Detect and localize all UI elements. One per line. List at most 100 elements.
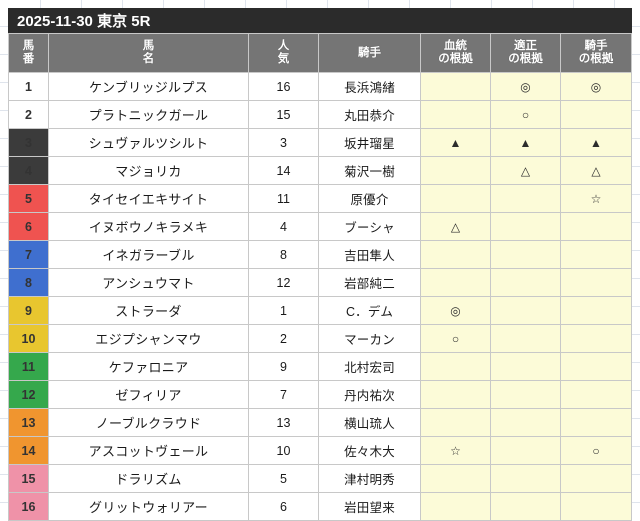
race-entries-table: 馬 番 馬 名 人 気 騎手 血統 の根拠 <box>8 33 632 521</box>
jockey-name-cell: C．デム <box>318 296 421 325</box>
horse-number-cell: 15 <box>8 464 49 493</box>
jockey-mark-cell <box>560 352 632 381</box>
aptitude-mark-cell <box>490 296 561 325</box>
pedigree-mark-cell: ◎ <box>420 296 491 325</box>
horse-name-cell: タイセイエキサイト <box>48 184 249 213</box>
horse-name-cell: マジョリカ <box>48 156 249 185</box>
jockey-mark-cell: ☆ <box>560 184 632 213</box>
column-header-horse-name: 馬 名 <box>48 33 249 73</box>
table-row: 11 ケファロニア 9 北村宏司 <box>8 352 632 381</box>
jockey-name-cell: 原優介 <box>318 184 421 213</box>
horse-name-cell: ケンブリッジルプス <box>48 72 249 101</box>
horse-name-cell: ノーブルクラウド <box>48 408 249 437</box>
popularity-cell: 2 <box>248 324 319 353</box>
header-line-1: 騎手 <box>358 46 381 59</box>
jockey-mark-cell <box>560 268 632 297</box>
aptitude-mark-cell: ▲ <box>490 128 561 157</box>
column-header-popularity: 人 気 <box>248 33 319 73</box>
pedigree-mark-cell <box>420 156 491 185</box>
pedigree-mark-cell <box>420 492 491 521</box>
horse-name-cell: プラトニックガール <box>48 100 249 129</box>
jockey-name-cell: 津村明秀 <box>318 464 421 493</box>
jockey-name-cell: 菊沢一樹 <box>318 156 421 185</box>
popularity-cell: 16 <box>248 72 319 101</box>
horse-name-cell: アンシュウマト <box>48 268 249 297</box>
pedigree-mark-cell <box>420 72 491 101</box>
table-row: 2 プラトニックガール 15 丸田恭介 ○ <box>8 100 632 129</box>
jockey-mark-cell <box>560 296 632 325</box>
jockey-name-cell: 北村宏司 <box>318 352 421 381</box>
horse-name-cell: アスコットヴェール <box>48 436 249 465</box>
horse-name-cell: グリットウォリアー <box>48 492 249 521</box>
jockey-mark-cell <box>560 240 632 269</box>
pedigree-mark-cell <box>420 184 491 213</box>
table-row: 16 グリットウォリアー 6 岩田望来 <box>8 492 632 521</box>
popularity-cell: 1 <box>248 296 319 325</box>
table-header-row: 馬 番 馬 名 人 気 騎手 血統 の根拠 <box>8 33 632 73</box>
table-row: 7 イネガラーブル 8 吉田隼人 <box>8 240 632 269</box>
jockey-name-cell: マーカン <box>318 324 421 353</box>
pedigree-mark-cell <box>420 240 491 269</box>
jockey-mark-cell <box>560 464 632 493</box>
horse-name-cell: シュヴァルツシルト <box>48 128 249 157</box>
popularity-cell: 12 <box>248 268 319 297</box>
horse-number-cell: 1 <box>8 72 49 101</box>
table-row: 3 シュヴァルツシルト 3 坂井瑠星 ▲ ▲ ▲ <box>8 128 632 157</box>
horse-name-cell: エジプシャンマウ <box>48 324 249 353</box>
jockey-name-cell: 横山琉人 <box>318 408 421 437</box>
horse-number-cell: 12 <box>8 380 49 409</box>
pedigree-mark-cell <box>420 464 491 493</box>
aptitude-mark-cell <box>490 240 561 269</box>
horse-name-cell: イヌボウノキラメキ <box>48 212 249 241</box>
header-line-2: の根拠 <box>508 53 543 65</box>
table-row: 8 アンシュウマト 12 岩部純二 <box>8 268 632 297</box>
pedigree-mark-cell <box>420 352 491 381</box>
pedigree-mark-cell: ☆ <box>420 436 491 465</box>
aptitude-mark-cell <box>490 268 561 297</box>
popularity-cell: 10 <box>248 436 319 465</box>
popularity-cell: 5 <box>248 464 319 493</box>
aptitude-mark-cell <box>490 464 561 493</box>
jockey-name-cell: 岩田望来 <box>318 492 421 521</box>
popularity-cell: 8 <box>248 240 319 269</box>
column-header-horse-number: 馬 番 <box>8 33 49 73</box>
table-row: 10 エジプシャンマウ 2 マーカン ○ <box>8 324 632 353</box>
pedigree-mark-cell: △ <box>420 212 491 241</box>
table-body: 1 ケンブリッジルプス 16 長浜鴻緒 ◎ ◎ 2 プラトニックガール 15 丸田恭介 ○ 3 シュヴァ… <box>8 72 632 521</box>
jockey-mark-cell <box>560 380 632 409</box>
aptitude-mark-cell <box>490 184 561 213</box>
header-line-1: 人 <box>277 40 290 52</box>
popularity-cell: 14 <box>248 156 319 185</box>
jockey-mark-cell <box>560 408 632 437</box>
pedigree-mark-cell <box>420 268 491 297</box>
header-line-1: 血統 <box>444 40 467 52</box>
header-line-1: 適正 <box>514 40 537 52</box>
table-row: 1 ケンブリッジルプス 16 長浜鴻緒 ◎ ◎ <box>8 72 632 101</box>
popularity-cell: 9 <box>248 352 319 381</box>
column-header-jockey: 騎手 <box>318 33 421 73</box>
horse-number-cell: 3 <box>8 128 49 157</box>
table-row: 5 タイセイエキサイト 11 原優介 ☆ <box>8 184 632 213</box>
horse-number-cell: 9 <box>8 296 49 325</box>
jockey-mark-cell: ▲ <box>560 128 632 157</box>
horse-name-cell: ケファロニア <box>48 352 249 381</box>
horse-number-cell: 5 <box>8 184 49 213</box>
column-header-aptitude-basis: 適正 の根拠 <box>490 33 561 73</box>
table-row: 6 イヌボウノキラメキ 4 ブーシャ △ <box>8 212 632 241</box>
jockey-name-cell: 長浜鴻緒 <box>318 72 421 101</box>
pedigree-mark-cell: ○ <box>420 324 491 353</box>
popularity-cell: 4 <box>248 212 319 241</box>
horse-number-cell: 14 <box>8 436 49 465</box>
aptitude-mark-cell: △ <box>490 156 561 185</box>
pedigree-mark-cell <box>420 408 491 437</box>
header-line-1: 馬 <box>142 40 155 52</box>
aptitude-mark-cell <box>490 324 561 353</box>
jockey-mark-cell <box>560 212 632 241</box>
race-title: 2025-11-30 東京 5R <box>8 8 632 33</box>
horse-number-cell: 8 <box>8 268 49 297</box>
jockey-name-cell: ブーシャ <box>318 212 421 241</box>
header-line-1: 馬 <box>22 40 35 52</box>
popularity-cell: 11 <box>248 184 319 213</box>
jockey-name-cell: 岩部純二 <box>318 268 421 297</box>
race-card-panel: 2025-11-30 東京 5R 馬 番 馬 名 人 <box>8 8 632 521</box>
